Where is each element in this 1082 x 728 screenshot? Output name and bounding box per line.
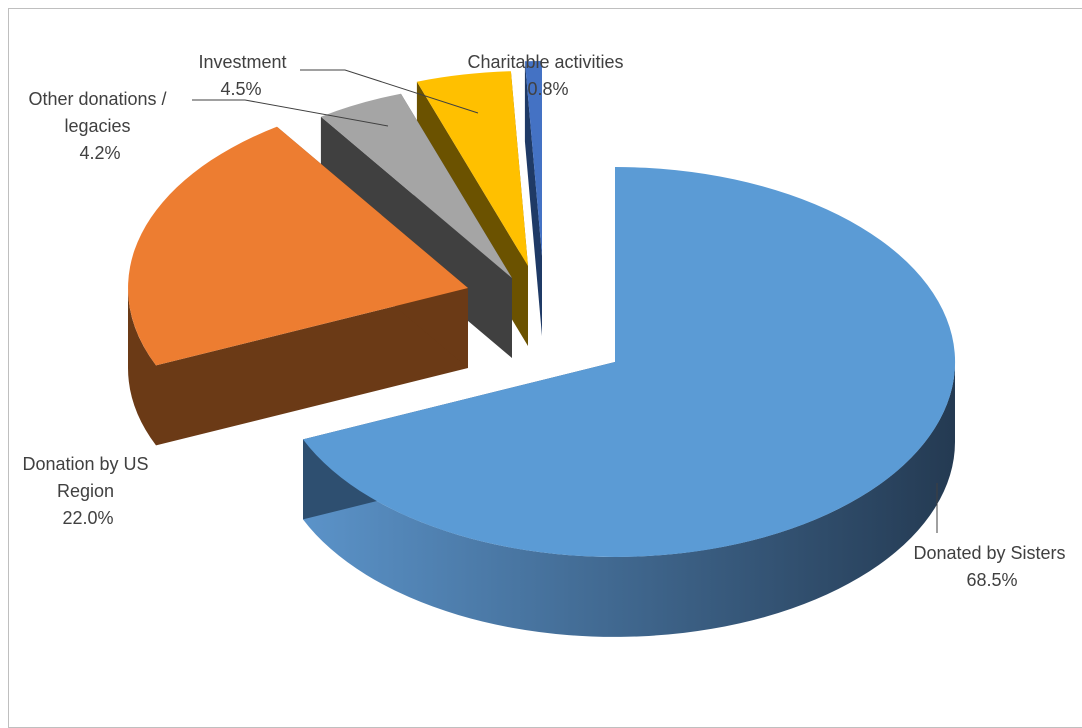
slice-side <box>128 288 156 446</box>
slice-top <box>303 167 956 558</box>
slice-top <box>320 93 512 278</box>
slice-donation-by-us-region <box>128 126 468 446</box>
label-sisters: Donated by Sisters 68.5% <box>913 543 1070 590</box>
label-other-donations: Other donations / legacies 4.2% <box>28 89 171 163</box>
slice-cut-start <box>524 61 542 336</box>
slice-top <box>524 60 542 256</box>
label-charitable: Charitable activities 0.8% <box>467 52 628 99</box>
data-labels: Charitable activities 0.8% Investment 4.… <box>22 52 1070 590</box>
leader-lines <box>192 69 938 533</box>
label-investment: Investment 4.5% <box>198 52 291 99</box>
slice-cut-start <box>156 288 468 446</box>
slice-side <box>303 362 955 637</box>
slice-donated-by-sisters <box>303 167 956 637</box>
label-us-region: Donation by US Region 22.0% <box>22 454 153 528</box>
slice-top <box>416 71 528 266</box>
slice-charitable-activities <box>524 60 542 336</box>
leader-line-investment <box>300 69 479 114</box>
leader-line-other <box>192 99 389 127</box>
slices-layer <box>128 60 956 637</box>
pie-chart: Charitable activities 0.8% Investment 4.… <box>22 52 1070 637</box>
slice-top <box>128 126 468 366</box>
